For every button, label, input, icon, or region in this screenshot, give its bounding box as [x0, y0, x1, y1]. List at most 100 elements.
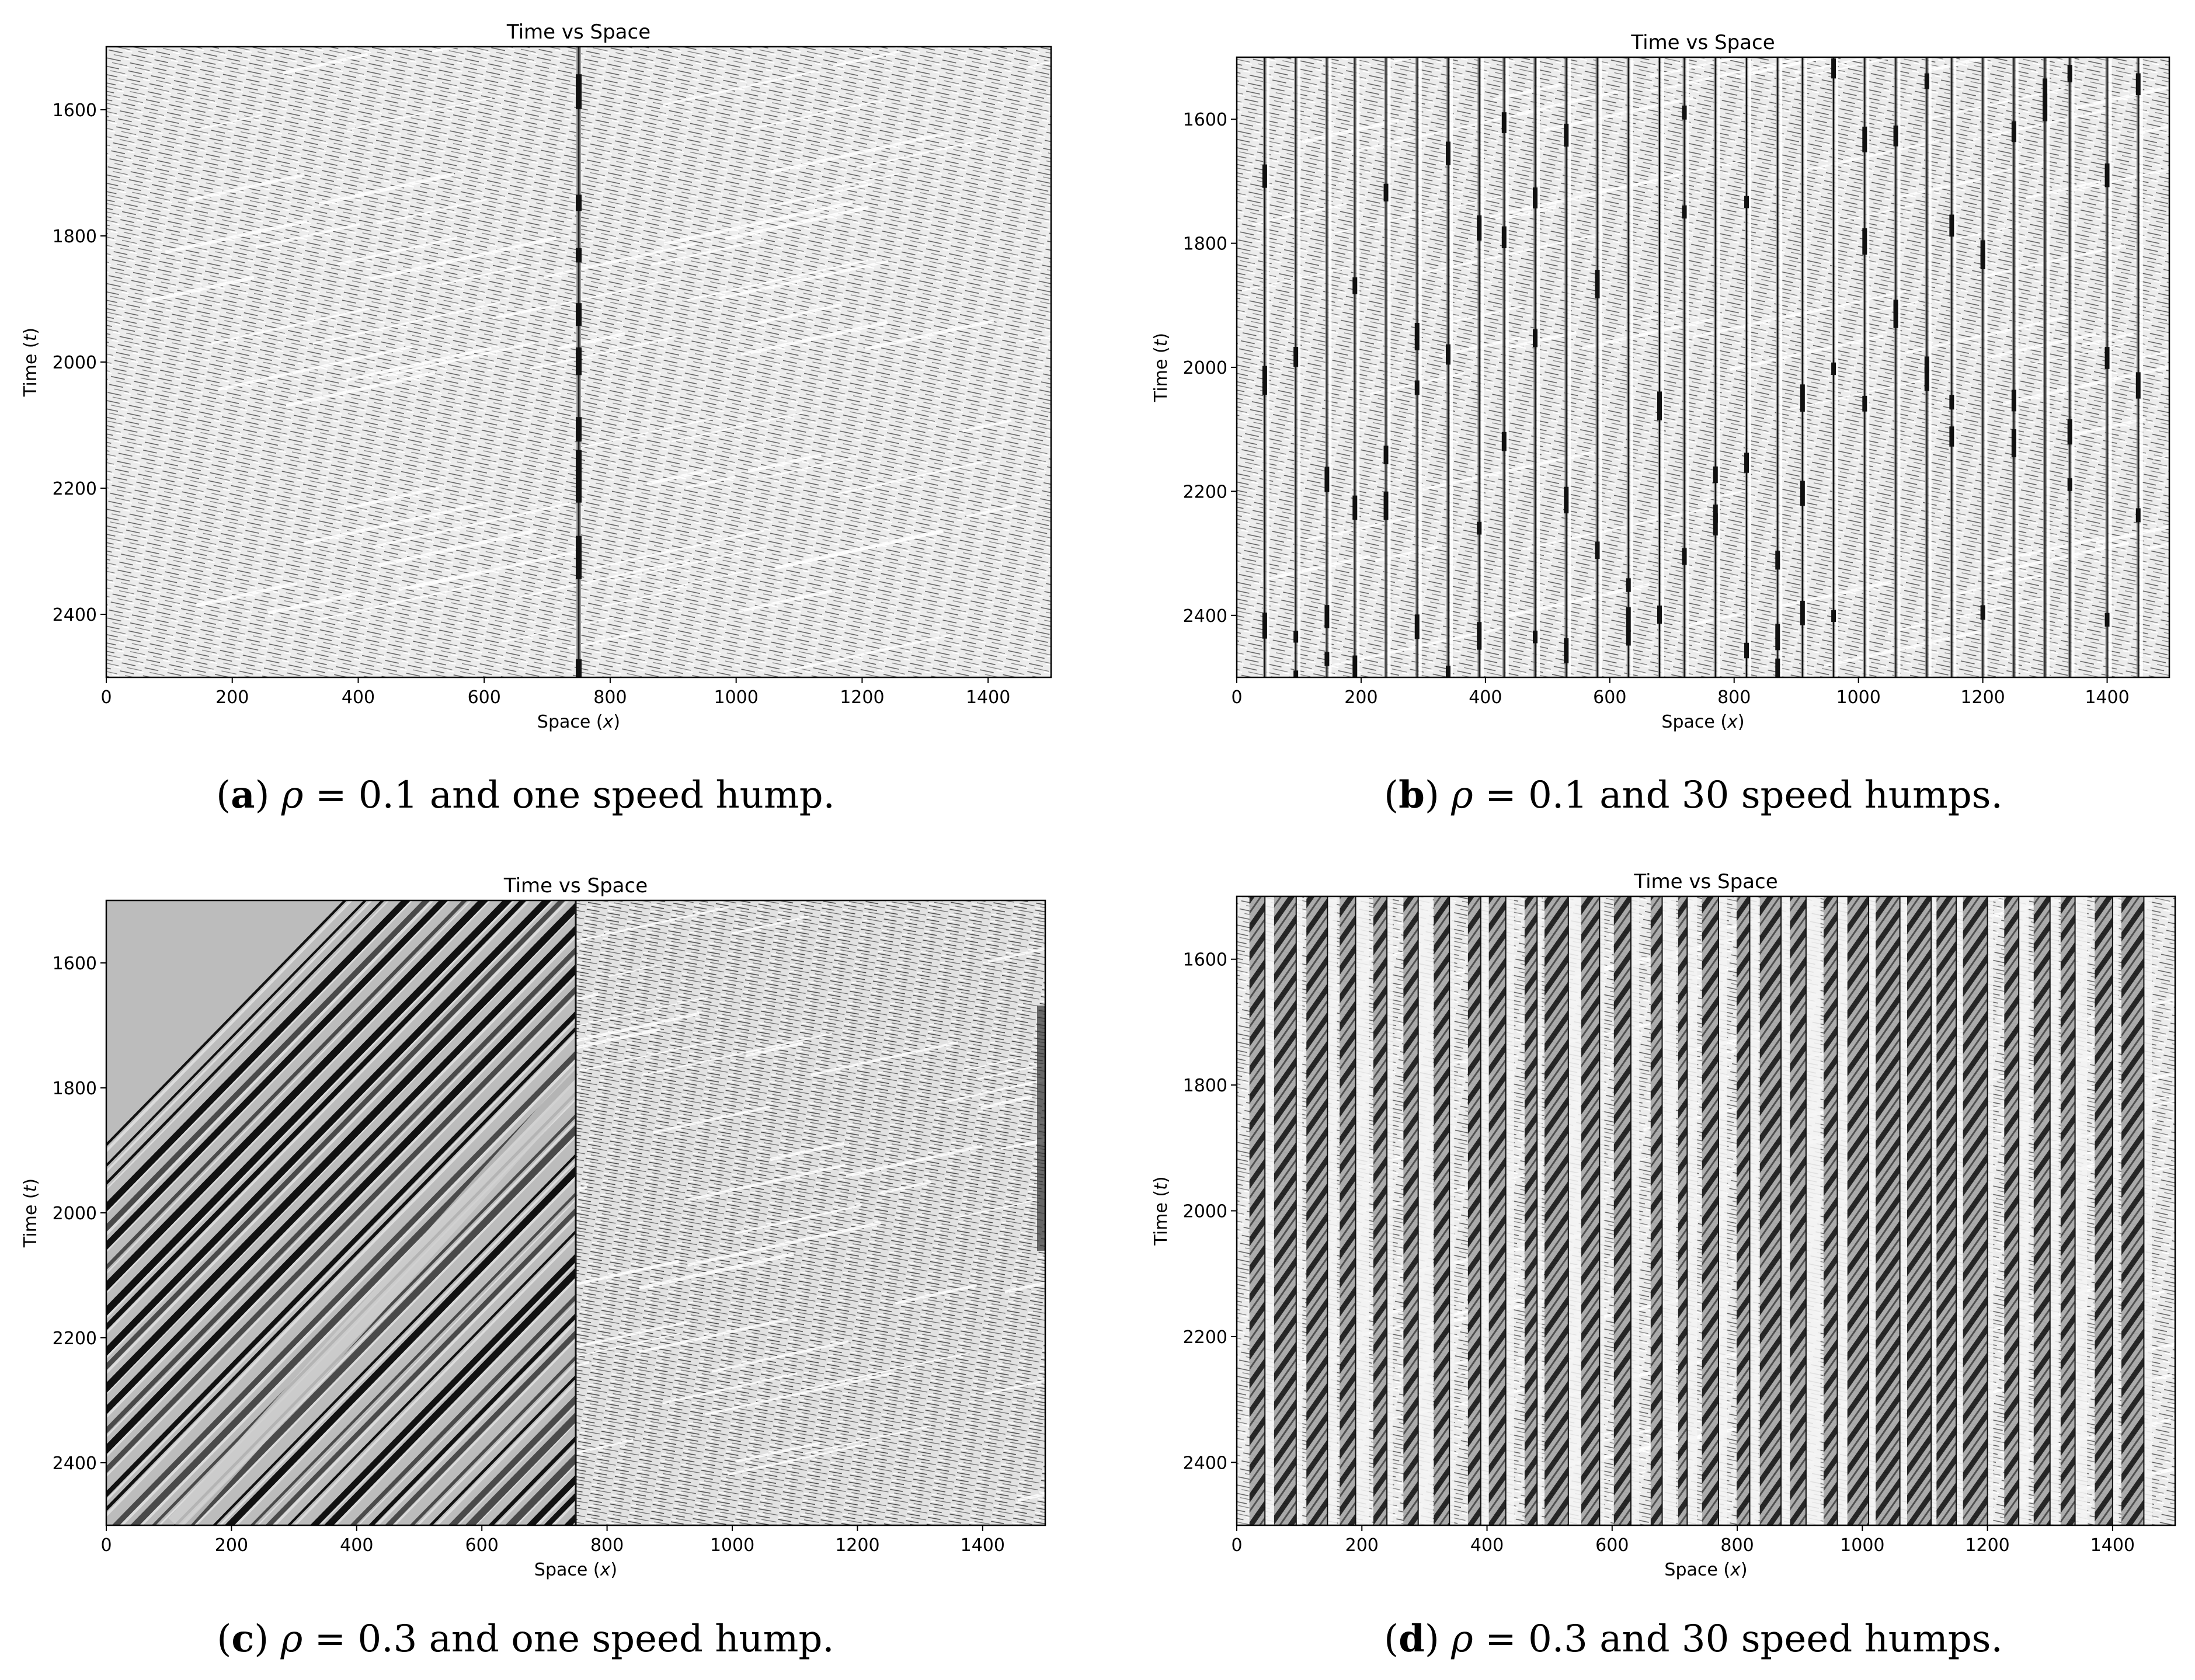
- gap-streak: [612, 546, 766, 582]
- jam-gap: [416, 1362, 576, 1525]
- gap-streak: [603, 588, 681, 607]
- jam-gap: [106, 900, 570, 1375]
- gap-streak: [767, 183, 872, 208]
- jam-band: [212, 1153, 576, 1525]
- x-tick-label: 400: [1469, 687, 1502, 708]
- x-tick-label: 1200: [1960, 687, 2005, 708]
- gap-streak: [638, 1318, 788, 1354]
- x-tick-label: 800: [1720, 1535, 1754, 1556]
- clear-column: [2075, 896, 2088, 1525]
- y-tick-label: 2000: [1183, 1202, 1227, 1222]
- clear-column: [1387, 896, 1393, 1525]
- gap-streak: [687, 1221, 881, 1267]
- gap-streak: [530, 335, 678, 370]
- gap-streak: [731, 915, 810, 935]
- gap-streak: [725, 206, 869, 241]
- panel-c: 0 200 400 600 800 1000 1200 1400 1600 1800 2000 220…: [20, 874, 1046, 1580]
- jam-gap: [293, 1236, 576, 1525]
- gap-streak: [557, 332, 625, 350]
- hump-queue: [576, 450, 582, 476]
- gap-streak: [1787, 377, 1935, 411]
- clear-column: [1356, 57, 1360, 677]
- jam-band: [106, 947, 576, 1434]
- jam-gap: [106, 900, 516, 1319]
- clear-column: [1837, 896, 1849, 1525]
- gap-streak: [577, 418, 711, 449]
- y-tick-label: 1600: [1183, 110, 1227, 130]
- jam-column: [2033, 896, 2050, 1525]
- jam-column: [2060, 896, 2075, 1525]
- y-tick-label: 2000: [53, 1204, 97, 1224]
- jam-gap: [475, 1422, 576, 1525]
- jam-band: [106, 900, 385, 1185]
- clear-column: [1897, 57, 1901, 677]
- jam-gap: [273, 1215, 576, 1525]
- jam-band: [106, 1010, 576, 1498]
- plot-area-d: [1237, 896, 2175, 1525]
- gap-streak: [727, 1442, 868, 1476]
- clear-column: [1418, 57, 1422, 677]
- clear-column: [1568, 57, 1571, 677]
- gap-streak: [895, 1284, 978, 1305]
- y-tick-label: 2400: [53, 605, 97, 625]
- jam-column: [2095, 896, 2113, 1525]
- x-tick-label: 600: [1593, 687, 1626, 708]
- x-tick-label: 1200: [840, 687, 884, 708]
- jam-gap: [257, 1199, 576, 1525]
- jam-column: [1467, 896, 1481, 1525]
- gap-streak: [267, 591, 360, 615]
- jam-band: [287, 1230, 576, 1525]
- x-tick-label: 0: [1231, 687, 1242, 708]
- gap-streak: [2134, 1100, 2175, 1111]
- jam-gap: [333, 1277, 576, 1525]
- gap-streak: [735, 1204, 861, 1234]
- x-tick-label: 200: [215, 687, 249, 708]
- y-axis-title-b: Time (t): [1151, 333, 1171, 402]
- gap-streak: [1000, 1138, 1045, 1150]
- x-tick-label: 200: [1344, 687, 1377, 708]
- jam-gap: [357, 1302, 576, 1525]
- y-tick-label: 2200: [53, 1328, 97, 1349]
- x-tick-label: 200: [1345, 1535, 1379, 1556]
- x-tick-label: 0: [100, 687, 112, 708]
- jam-gap: [106, 900, 390, 1191]
- gap-streak: [197, 114, 263, 130]
- y-tick-label: 1600: [53, 100, 97, 121]
- jam-column: [1488, 896, 1506, 1525]
- gap-streak: [543, 242, 697, 279]
- x-axis-title-a: Space (x): [537, 712, 620, 732]
- gap-streak: [344, 97, 493, 131]
- x-axis-title-c: Space (x): [534, 1560, 617, 1580]
- jam-column: [1936, 896, 1957, 1525]
- y-tick-label: 1600: [1183, 950, 1227, 971]
- gap-streak: [1004, 1281, 1045, 1294]
- clear-column: [2050, 896, 2059, 1525]
- gap-streak: [962, 419, 1012, 433]
- gap-streak: [595, 530, 764, 569]
- jam-band: [409, 1355, 576, 1525]
- clear-column: [1749, 896, 1759, 1525]
- jam-gap: [106, 912, 576, 1395]
- x-tick-label: 600: [1595, 1535, 1629, 1556]
- clear-column: [1449, 896, 1455, 1525]
- plot-area-b: [1237, 57, 2169, 677]
- y-tick-label: 2200: [1183, 1327, 1227, 1348]
- gap-streak: [196, 582, 298, 607]
- jam-column: [1847, 896, 1869, 1525]
- hump-queue: [576, 347, 582, 375]
- gap-streak: [829, 172, 900, 190]
- x-tick-label: 0: [100, 1535, 112, 1556]
- jam-band: [106, 900, 431, 1233]
- jam-gap: [106, 900, 472, 1275]
- clear-column: [1662, 896, 1676, 1525]
- gap-streak: [1977, 244, 2126, 279]
- x-axis-title-d: Space (x): [1664, 1560, 1747, 1580]
- jam-band: [130, 1069, 576, 1525]
- gap-streak: [984, 1379, 1045, 1395]
- y-axis-title-a: Time (t): [20, 328, 41, 397]
- gap-streak: [1982, 537, 2099, 566]
- boundary-jam: [1037, 1006, 1045, 1251]
- gap-streak: [1017, 1492, 1045, 1502]
- jam-gap: [319, 1262, 576, 1525]
- gap-streak: [651, 239, 764, 266]
